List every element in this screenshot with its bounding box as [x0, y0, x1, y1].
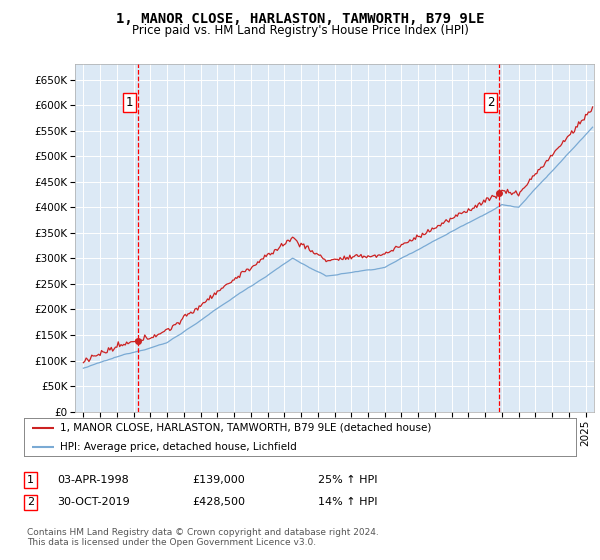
Text: £428,500: £428,500 [192, 497, 245, 507]
Text: 03-APR-1998: 03-APR-1998 [57, 475, 129, 485]
Text: 30-OCT-2019: 30-OCT-2019 [57, 497, 130, 507]
Text: Contains HM Land Registry data © Crown copyright and database right 2024.
This d: Contains HM Land Registry data © Crown c… [27, 528, 379, 547]
Text: HPI: Average price, detached house, Lichfield: HPI: Average price, detached house, Lich… [60, 442, 296, 452]
Text: 1, MANOR CLOSE, HARLASTON, TAMWORTH, B79 9LE (detached house): 1, MANOR CLOSE, HARLASTON, TAMWORTH, B79… [60, 423, 431, 433]
Text: Price paid vs. HM Land Registry's House Price Index (HPI): Price paid vs. HM Land Registry's House … [131, 24, 469, 37]
Text: 2: 2 [487, 96, 494, 109]
Text: 25% ↑ HPI: 25% ↑ HPI [318, 475, 377, 485]
Text: £139,000: £139,000 [192, 475, 245, 485]
Text: 14% ↑ HPI: 14% ↑ HPI [318, 497, 377, 507]
Text: 2: 2 [27, 497, 34, 507]
Text: 1, MANOR CLOSE, HARLASTON, TAMWORTH, B79 9LE: 1, MANOR CLOSE, HARLASTON, TAMWORTH, B79… [116, 12, 484, 26]
Text: 1: 1 [125, 96, 133, 109]
Text: 1: 1 [27, 475, 34, 485]
